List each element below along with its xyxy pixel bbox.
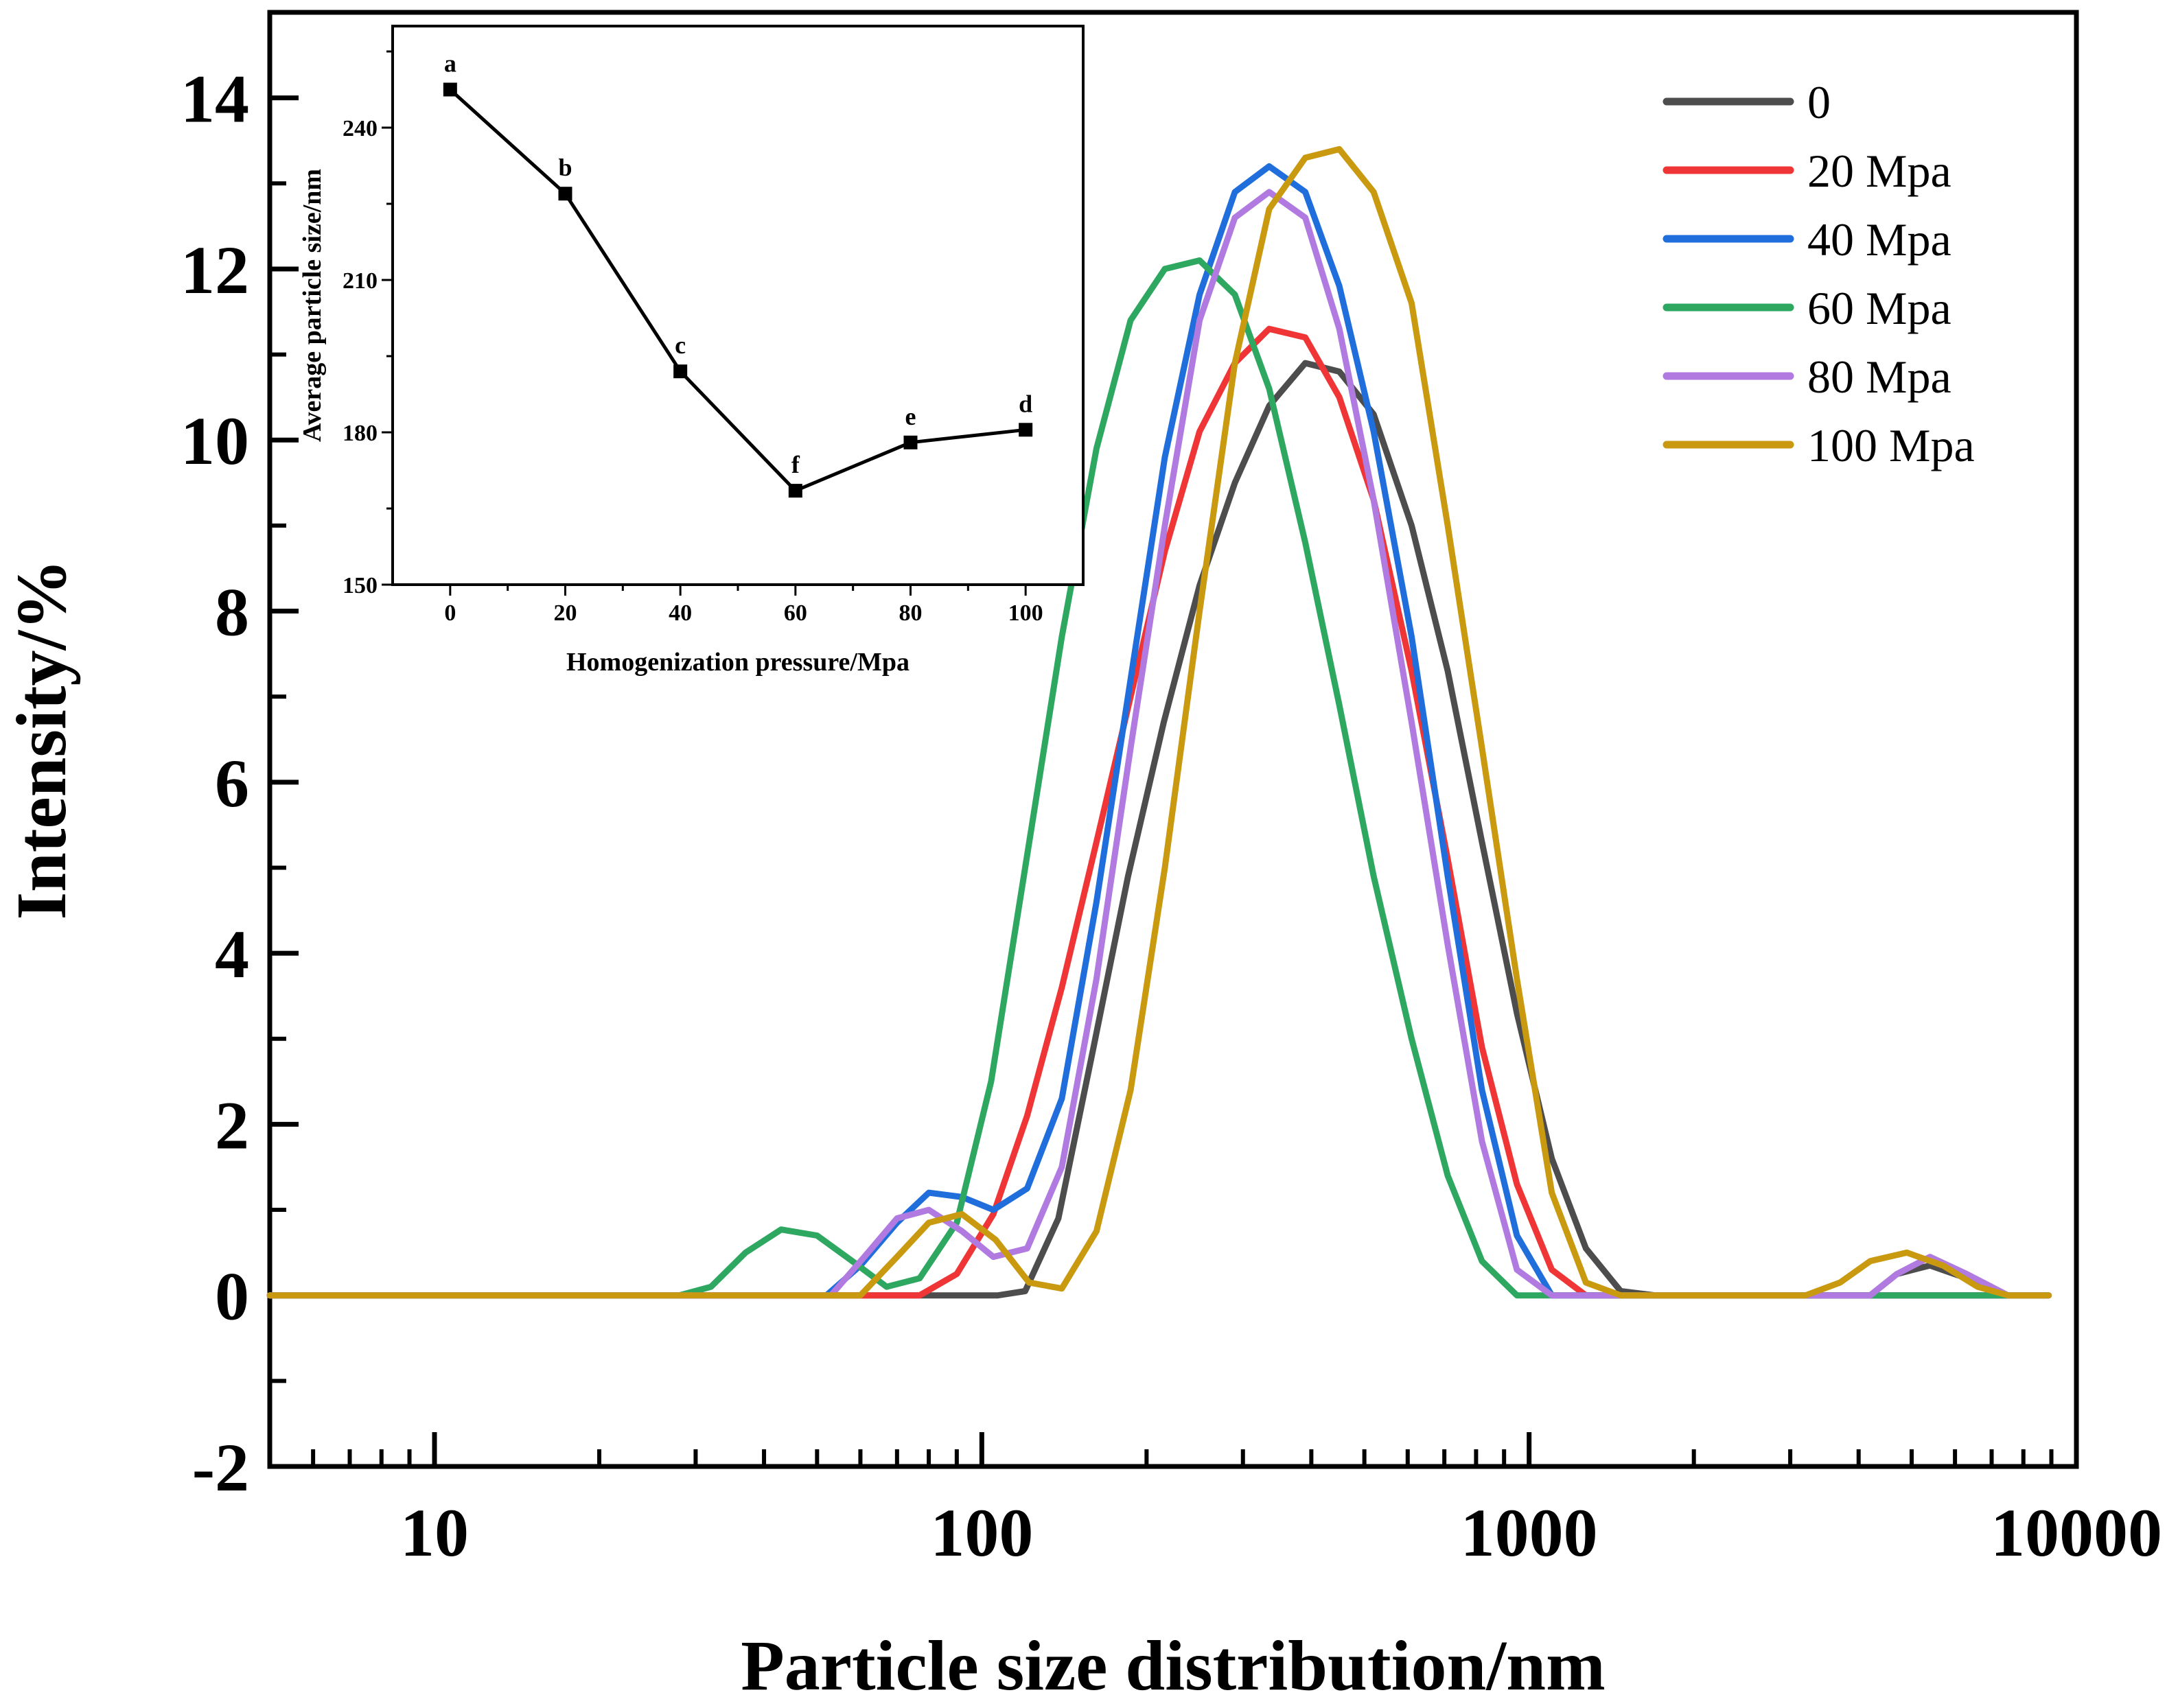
legend: 0 20 Mpa 40 Mpa 60 Mpa 80 Mpa 100 Mpa	[1663, 76, 1975, 471]
inset-point-label: e	[905, 403, 916, 430]
x-tick-label: 10	[400, 1495, 469, 1571]
y-tick-label: 2	[215, 1087, 249, 1163]
inset-point-label: a	[444, 50, 456, 78]
inset-y-tick-label: 150	[343, 573, 378, 598]
inset-data-point	[443, 82, 457, 97]
inset-data-point	[558, 187, 572, 201]
y-axis-title: Intensity/%	[2, 559, 81, 920]
legend-label: 80 Mpa	[1807, 351, 1951, 403]
inset-data-point	[903, 435, 918, 449]
legend-label: 40 Mpa	[1807, 213, 1951, 266]
main-series-group	[266, 145, 2052, 1299]
x-tick-label: 1000	[1461, 1495, 1598, 1571]
inset-point-label: f	[791, 451, 800, 478]
y-tick-label: 14	[181, 61, 249, 137]
inset-point-label: b	[558, 154, 572, 181]
y-tick-label: 10	[181, 403, 249, 479]
x-tick-label: 100	[930, 1495, 1033, 1571]
inset-y-tick-label: 210	[343, 268, 378, 294]
series-line-100-mpa	[266, 145, 2052, 1299]
inset-x-axis-title: Homogenization pressure/Mpa	[566, 648, 910, 677]
inset-data-point	[673, 364, 688, 379]
inset-x-tick-label: 40	[669, 600, 692, 626]
inset-axes: 0 20 40 60 80 100 150 180 210 240	[343, 25, 1085, 626]
y-tick-label: -2	[192, 1429, 249, 1506]
x-axis-title: Particle size distribution/nm	[741, 1626, 1605, 1705]
legend-label: 100 Mpa	[1807, 419, 1975, 471]
legend-label: 60 Mpa	[1807, 282, 1951, 334]
inset-y-tick-label: 240	[343, 116, 378, 141]
inset-point-label: d	[1019, 390, 1032, 417]
legend-label: 0	[1807, 76, 1831, 128]
inset-data-point	[788, 484, 802, 498]
y-tick-label: 0	[215, 1259, 249, 1335]
inset-data-point	[1019, 423, 1033, 437]
x-tick-label: 10000	[1991, 1495, 2162, 1571]
inset-y-axis-title: Average particle size/nm	[298, 169, 327, 442]
inset-y-tick-label: 180	[343, 421, 378, 446]
inset-series-line	[449, 88, 1026, 493]
inset-plot: 0 20 40 60 80 100 150 180 210 240 a b c f e d Homogeni…	[298, 25, 1085, 677]
y-tick-label: 4	[215, 916, 249, 992]
legend-label: 20 Mpa	[1807, 145, 1951, 197]
inset-x-tick-label: 20	[554, 600, 577, 626]
inset-x-tick-label: 0	[444, 600, 456, 626]
series-line-40-mpa	[266, 163, 2052, 1299]
inset-x-tick-label: 80	[899, 600, 923, 626]
plot-frame	[267, 10, 2079, 1469]
inset-point-label: c	[675, 331, 686, 359]
inset-series: a b c f e d	[443, 50, 1032, 498]
inset-background	[393, 26, 1083, 585]
y-tick-label: 6	[215, 745, 249, 821]
y-tick-label: 12	[181, 232, 249, 308]
y-tick-label: 8	[215, 574, 249, 651]
series-line-80-mpa	[266, 189, 2052, 1299]
inset-x-tick-label: 100	[1008, 600, 1043, 626]
series-line-60-mpa	[266, 257, 2052, 1299]
inset-x-tick-label: 60	[784, 600, 807, 626]
